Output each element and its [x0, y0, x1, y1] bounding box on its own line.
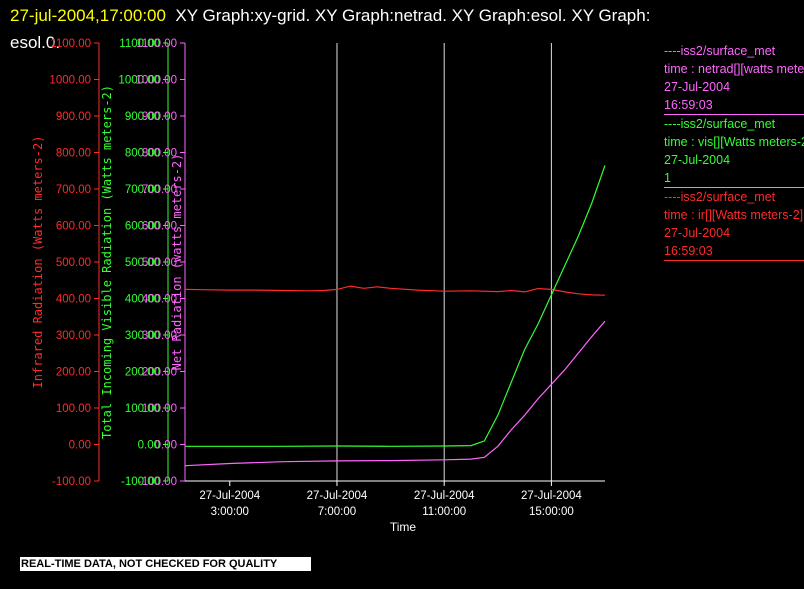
- y-tick-label: 500.00: [142, 257, 177, 269]
- legend-text: 16:59:03: [664, 98, 713, 112]
- y-tick-label: 400.00: [56, 294, 91, 306]
- series-line-ir: [184, 285, 606, 296]
- y-tick-label: 400.00: [125, 294, 160, 306]
- legend-text: time : vis[][Watts meters-2]: [664, 135, 804, 149]
- y-tick-label: 1000.00: [49, 75, 91, 87]
- y-tick-label: 1000.00: [135, 75, 177, 87]
- y-tick-label: 700.00: [56, 184, 91, 196]
- timestamp: 27-jul-2004,17:00:00: [10, 6, 166, 25]
- y-axis-title: Infrared Radiation (Watts meters-2): [31, 136, 45, 389]
- x-tick-date: 27-Jul-2004: [199, 490, 260, 502]
- y-tick-label: 200.00: [56, 367, 91, 379]
- legend-text: 1: [664, 171, 671, 185]
- graph-list-cont: esol.0.: [10, 33, 61, 52]
- y-tick-label: 800.00: [56, 148, 91, 160]
- quality-disclaimer: REAL-TIME DATA, NOT CHECKED FOR QUALITY: [20, 557, 311, 571]
- y-tick-label: 600.00: [125, 221, 160, 233]
- y-tick-label: 600.00: [56, 221, 91, 233]
- legend-text: ----iss2/surface_met: [664, 44, 776, 58]
- y-tick-label: 0.00: [155, 440, 177, 452]
- y-axis-title: Net Radiation (watts meters-2): [170, 154, 184, 371]
- y-tick-label: 1100.00: [50, 38, 91, 50]
- x-tick-time: 7:00:00: [318, 506, 356, 518]
- y-tick-label: 100.00: [142, 403, 177, 415]
- y-tick-label: 100.00: [125, 403, 160, 415]
- x-tick-time: 11:00:00: [422, 506, 466, 518]
- y-axis-title: Total Incoming Visible Radiation (Watts …: [100, 85, 114, 439]
- legend-text: 27-Jul-2004: [664, 153, 731, 167]
- y-tick-label: 0.00: [69, 440, 91, 452]
- x-tick-date: 27-Jul-2004: [307, 490, 368, 502]
- y-tick-label: 0.00: [138, 440, 160, 452]
- y-tick-label: -100.00: [121, 476, 160, 488]
- y-tick-label: 500.00: [125, 257, 160, 269]
- x-tick-date: 27-Jul-2004: [414, 490, 475, 502]
- legend-text: 27-Jul-2004: [664, 80, 731, 94]
- y-tick-label: 800.00: [125, 148, 160, 160]
- x-tick-time: 3:00:00: [211, 506, 249, 518]
- x-tick-time: 15:00:00: [529, 506, 574, 518]
- y-tick-label: 600.00: [142, 221, 177, 233]
- y-tick-label: 1100.00: [119, 38, 160, 50]
- y-tick-label: -100.00: [52, 476, 91, 488]
- x-axis-title: Time: [390, 520, 417, 534]
- title-bar: 27-jul-2004,17:00:00 XY Graph:xy-grid. X…: [10, 2, 770, 56]
- y-tick-label: 800.00: [142, 148, 177, 160]
- y-tick-label: 300.00: [125, 330, 160, 342]
- legend-text: 27-Jul-2004: [664, 226, 731, 240]
- legend-text: time : ir[][Watts meters-2]: [664, 208, 804, 222]
- y-tick-label: 500.00: [56, 257, 91, 269]
- legend-text: ----iss2/surface_met: [664, 190, 776, 204]
- y-tick-label: 1000.00: [118, 75, 160, 87]
- y-tick-label: 700.00: [142, 184, 177, 196]
- y-tick-label: 200.00: [125, 367, 160, 379]
- y-tick-label: 900.00: [125, 111, 160, 123]
- series-line-vis: [185, 165, 606, 447]
- graph-list: XY Graph:xy-grid. XY Graph:netrad. XY Gr…: [175, 6, 651, 25]
- y-tick-label: 200.00: [142, 367, 177, 379]
- y-tick-label: 400.00: [142, 294, 177, 306]
- y-tick-label: 900.00: [142, 111, 177, 123]
- y-tick-label: 300.00: [142, 330, 177, 342]
- legend-text: 16:59:03: [664, 244, 713, 258]
- y-tick-label: 900.00: [56, 111, 91, 123]
- y-tick-label: 100.00: [56, 403, 91, 415]
- series-line-net: [184, 320, 606, 467]
- y-tick-label: -100.00: [138, 476, 177, 488]
- x-tick-date: 27-Jul-2004: [521, 490, 582, 502]
- legend-text: time : netrad[][watts meters-2]: [664, 62, 804, 76]
- y-tick-label: 700.00: [125, 184, 160, 196]
- legend-text: ----iss2/surface_met: [664, 117, 776, 131]
- y-tick-label: 300.00: [56, 330, 91, 342]
- y-tick-label: 1100.00: [136, 38, 177, 50]
